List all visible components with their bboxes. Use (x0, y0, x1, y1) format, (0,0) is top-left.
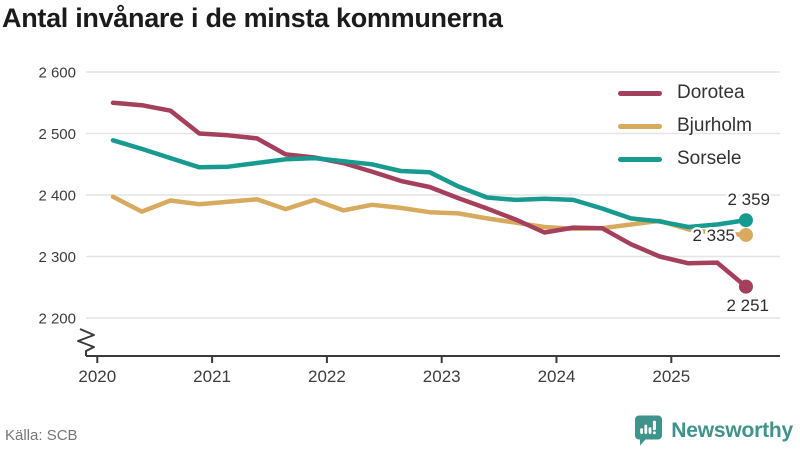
legend-item-bjurholm[interactable]: Bjurholm (618, 115, 752, 137)
end-value-label-sorsele: 2 359 (727, 190, 770, 209)
legend-item-dorotea[interactable]: Dorotea (618, 82, 752, 104)
x-tick-label: 2024 (538, 367, 576, 386)
brand-name: Newsworthy (671, 418, 793, 442)
end-value-label-dorotea: 2 251 (726, 296, 769, 315)
legend-swatch-sorsele (618, 156, 662, 162)
y-tick-label: 2 500 (38, 126, 76, 143)
newsworthy-badge-icon (635, 415, 663, 446)
y-tick-label: 2 200 (38, 311, 76, 328)
y-tick-label: 2 600 (38, 65, 76, 82)
legend-swatch-bjurholm (618, 123, 662, 129)
source-note: Källa: SCB (5, 427, 78, 444)
line-sorsele (110, 138, 749, 230)
end-dot-sorsele (738, 213, 753, 228)
y-tick-label: 2 300 (38, 249, 76, 266)
x-tick-label: 2021 (193, 367, 231, 386)
y-tick-label: 2 400 (38, 188, 76, 205)
legend-swatch-dorotea (618, 90, 662, 96)
legend-label: Sorsele (677, 148, 742, 169)
x-tick-label: 2022 (308, 367, 346, 386)
line-dorotea (110, 100, 749, 289)
axis-break-icon (77, 328, 95, 356)
end-value-label-bjurholm: 2 335 (692, 226, 735, 245)
brand-logo[interactable]: Newsworthy (634, 415, 793, 446)
x-tick-label: 2020 (78, 367, 116, 386)
end-dot-dorotea (738, 279, 753, 294)
legend-item-sorsele[interactable]: Sorsele (618, 148, 752, 170)
legend: Dorotea Bjurholm Sorsele (618, 82, 752, 170)
legend-label: Dorotea (677, 82, 745, 103)
chart-title: Antal invånare i de minsta kommunerna (2, 3, 503, 33)
legend-label: Bjurholm (677, 115, 752, 136)
line-bjurholm (110, 194, 749, 238)
end-dot-bjurholm (738, 227, 753, 242)
x-tick-label: 2025 (652, 367, 690, 386)
x-tick-label: 2023 (423, 367, 461, 386)
